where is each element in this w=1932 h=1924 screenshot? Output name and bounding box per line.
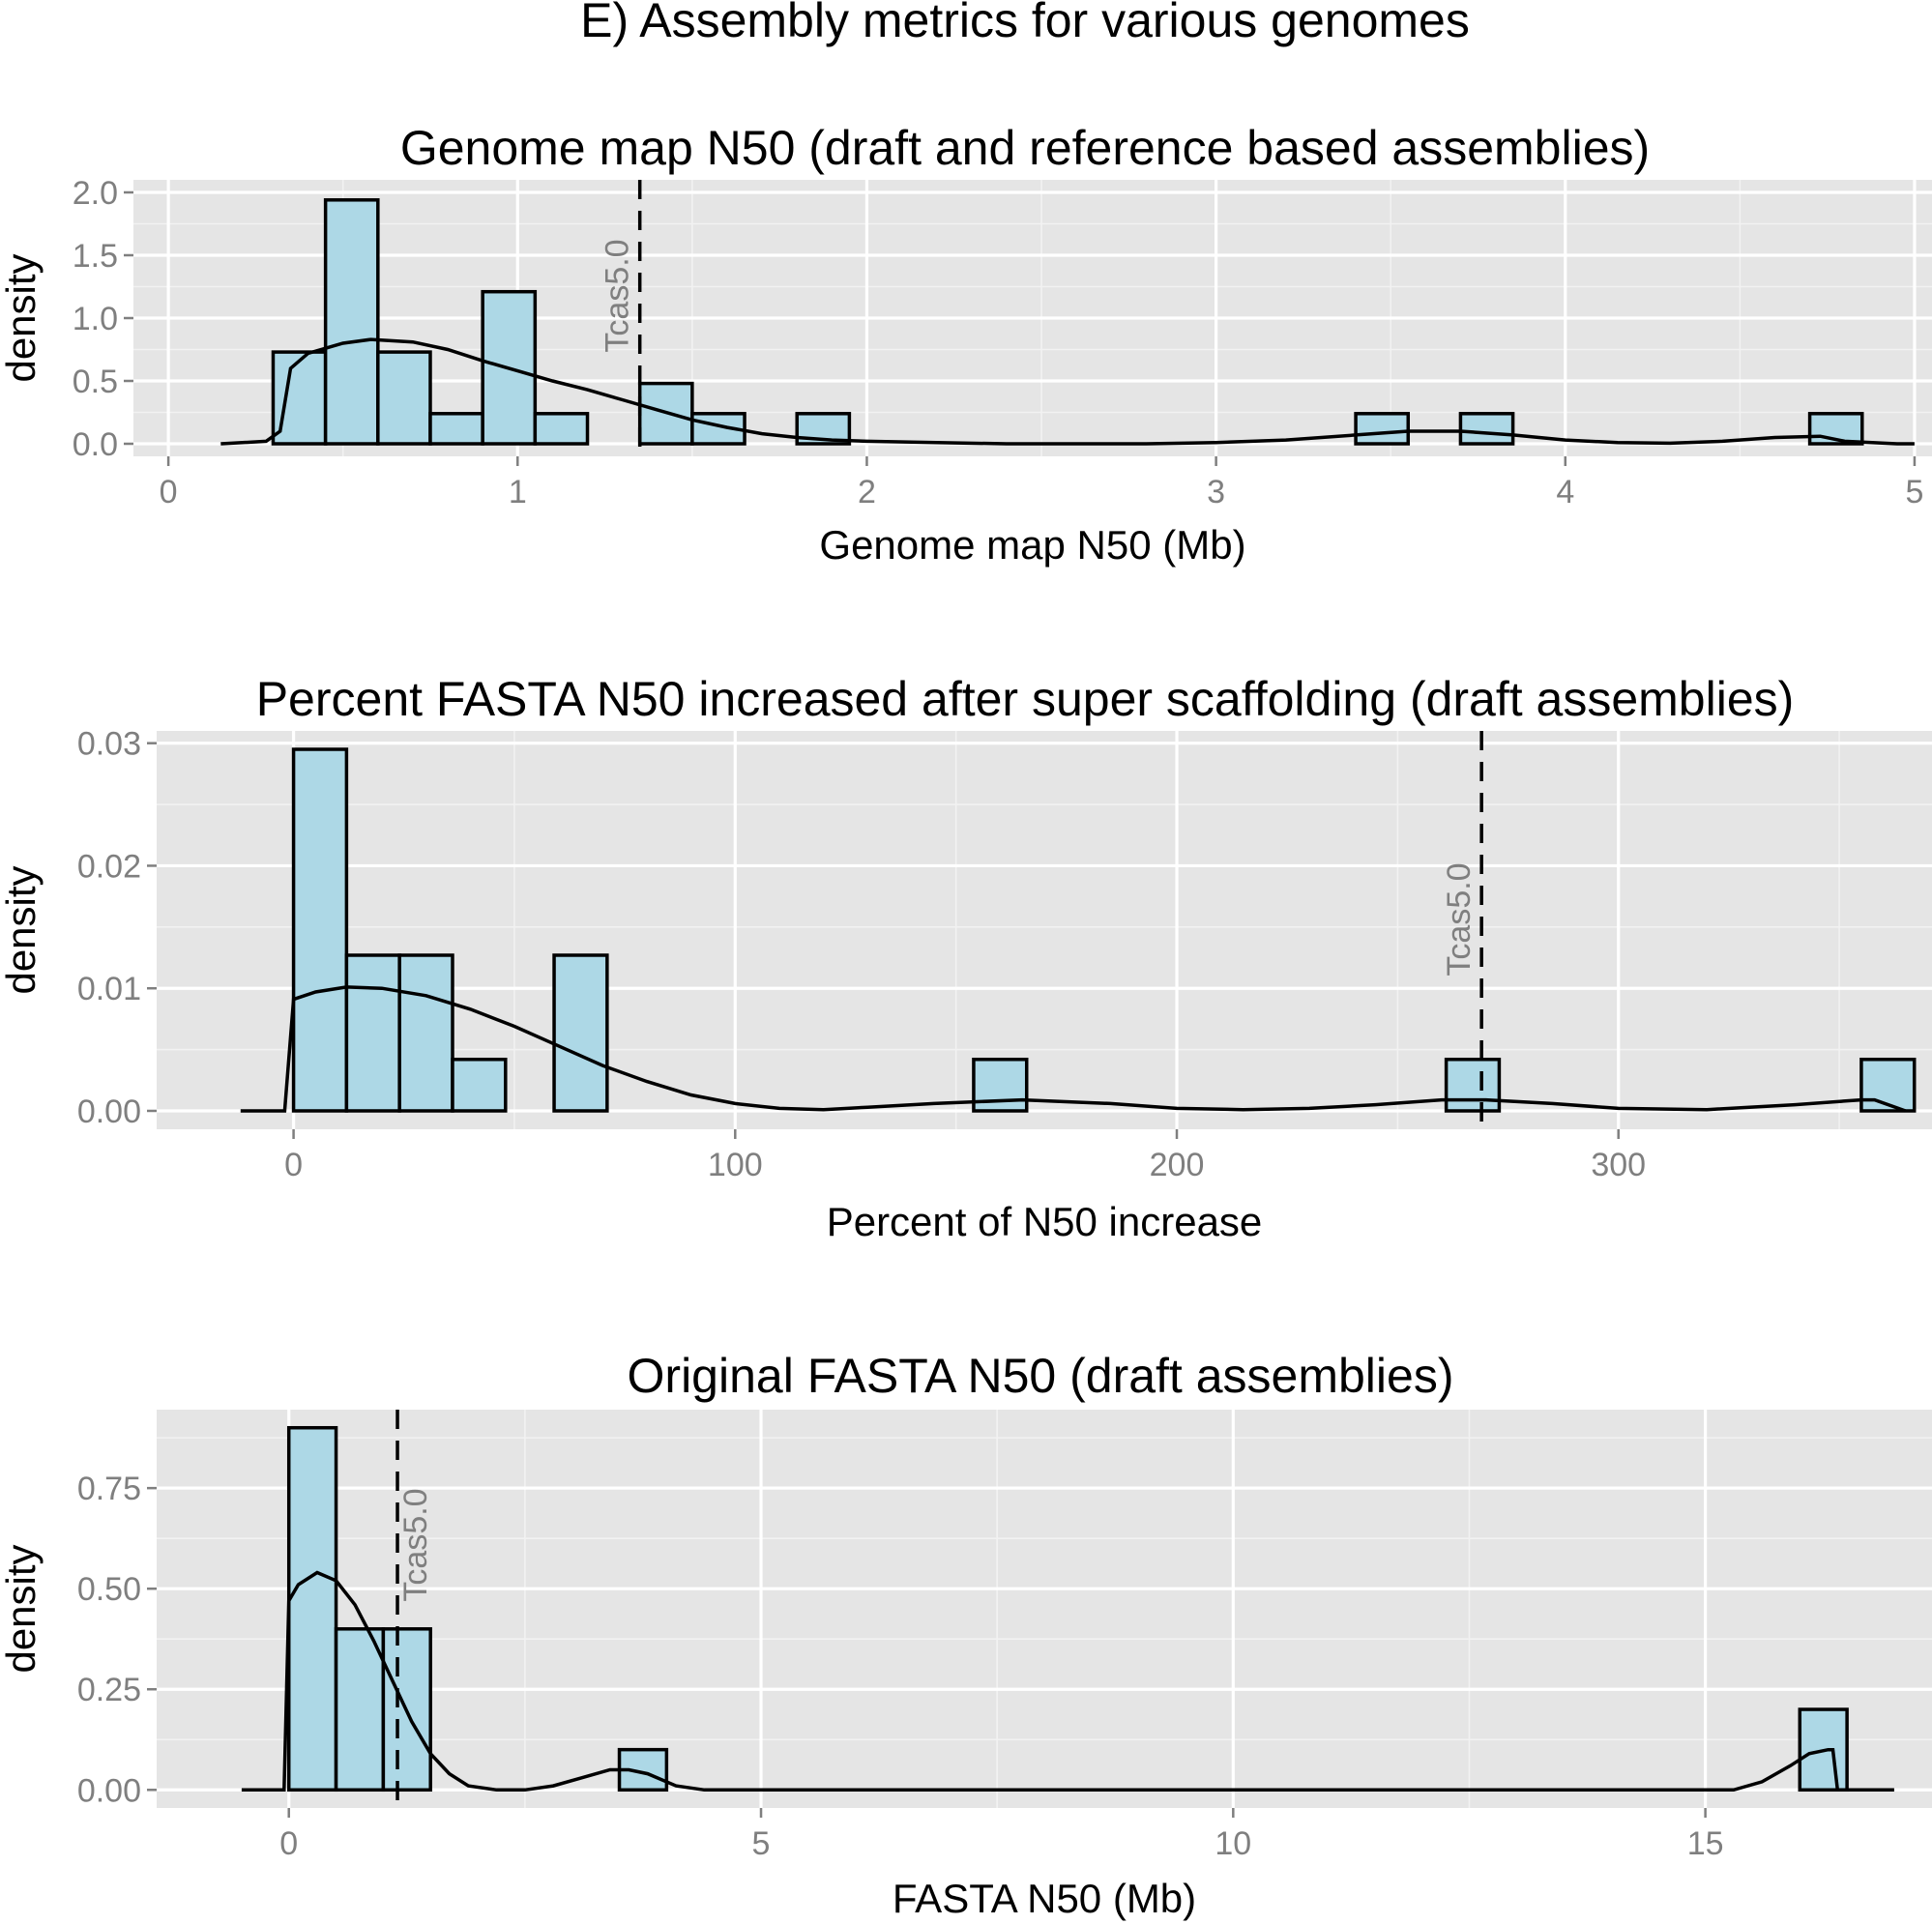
panel-3-bars — [286, 1425, 1849, 1793]
panel-3-y-tick-label: 0.00 — [77, 1772, 141, 1809]
panel-2-density-curve — [240, 985, 1907, 1113]
chart-panel-2: Percent FASTA N50 increased after super … — [0, 672, 1932, 1244]
panel-3-histogram-bar — [286, 1425, 338, 1793]
panel-1-axes: 0 1 2 3 4 5 0.0 0.5 1.0 1.5 2.0 — [73, 175, 1924, 510]
panel-1-histogram-bar — [323, 198, 380, 446]
panel-1-y-tick-label: 1.0 — [73, 301, 118, 337]
panel-2-density — [240, 985, 1907, 1113]
panel-2-histogram-bar — [451, 1057, 508, 1113]
panel-2-axes: 0 100 200 300 0.00 0.01 0.02 0.03 — [77, 726, 1646, 1183]
panel-2-bars — [291, 747, 1917, 1113]
panel-2-histogram-bar — [291, 747, 349, 1113]
panel-2-histogram-bar — [1444, 1057, 1502, 1113]
panel-1-histogram-bar — [533, 412, 590, 446]
panel-3-reference: Tcas5.0 — [395, 1410, 434, 1808]
panel-3-reference-label: Tcas5.0 — [397, 1488, 434, 1601]
panel-3-x-tick-label: 5 — [752, 1825, 771, 1862]
panel-3-histogram-bar — [381, 1627, 432, 1793]
chart-panel-1: Genome map N50 (draft and reference base… — [0, 121, 1932, 568]
panel-3-axes: 0 5 10 15 0.00 0.25 0.50 0.75 — [77, 1471, 1724, 1862]
panel-1-histogram-bar — [1458, 412, 1515, 446]
panel-1-density — [220, 337, 1915, 446]
panel-1-histogram-bar — [690, 412, 746, 446]
panel-2-histogram-bar — [1859, 1057, 1917, 1113]
panel-1-x-tick-label: 4 — [1556, 474, 1574, 510]
panel-3-title: Original FASTA N50 (draft assemblies) — [628, 1349, 1454, 1403]
panel-1-x-tick-label: 1 — [509, 474, 527, 510]
panel-2-y-tick-label: 0.00 — [77, 1093, 141, 1130]
panel-3-plot-area — [157, 1410, 1932, 1808]
panel-3-density — [241, 1570, 1894, 1793]
panel-2-y-tick-label: 0.02 — [77, 848, 141, 885]
panel-3-y-tick-label: 0.75 — [77, 1471, 141, 1507]
panel-2-histogram-bar — [397, 953, 454, 1113]
panel-1-y-tick-label: 2.0 — [73, 175, 118, 212]
panel-2-y-tick-label: 0.03 — [77, 726, 141, 763]
panel-2-reference: Tcas5.0 — [1441, 731, 1483, 1129]
panel-2-x-axis-title: Percent of N50 increase — [827, 1199, 1263, 1244]
panel-1-x-tick-label: 0 — [160, 474, 178, 510]
panel-2-x-tick-label: 200 — [1150, 1147, 1205, 1183]
panel-1-reference-label: Tcas5.0 — [600, 239, 636, 352]
panel-3-y-tick-label: 0.50 — [77, 1571, 141, 1608]
panel-2-y-axis-title: density — [0, 865, 44, 994]
panel-1-y-tick-label: 0.5 — [73, 364, 118, 400]
panel-1-histogram-bar — [376, 350, 432, 446]
figure-title: E) Assembly metrics for various genomes — [580, 0, 1470, 47]
panel-2-x-tick-label: 0 — [284, 1147, 303, 1183]
panel-2-title: Percent FASTA N50 increased after super … — [256, 672, 1795, 726]
panel-2-y-tick-label: 0.01 — [77, 971, 141, 1007]
panel-1-y-axis-title: density — [0, 253, 44, 382]
panel-3-x-axis-title: FASTA N50 (Mb) — [893, 1876, 1196, 1921]
panel-3-y-axis-title: density — [0, 1544, 44, 1673]
panel-3-y-tick-label: 0.25 — [77, 1672, 141, 1708]
panel-2-histogram-bar — [344, 953, 401, 1113]
panel-3-x-tick-label: 10 — [1215, 1825, 1251, 1862]
panel-1-y-tick-label: 1.5 — [73, 238, 118, 275]
panel-1-reference: Tcas5.0 — [600, 180, 642, 456]
panel-2-x-tick-label: 100 — [708, 1147, 763, 1183]
panel-1-histogram-bar — [428, 412, 484, 446]
panel-3-x-tick-label: 0 — [279, 1825, 298, 1862]
panel-1-histogram-bar — [1354, 412, 1411, 446]
panel-3-histogram-bar — [334, 1627, 386, 1793]
panel-3-density-curve — [241, 1570, 1894, 1793]
chart-panel-3: Original FASTA N50 (draft assemblies) Tc… — [0, 1349, 1932, 1921]
panel-3-x-tick-label: 15 — [1687, 1825, 1724, 1862]
panel-1-title: Genome map N50 (draft and reference base… — [400, 121, 1650, 175]
panel-1-x-tick-label: 5 — [1905, 474, 1923, 510]
panel-2-reference-label: Tcas5.0 — [1441, 862, 1478, 976]
panel-2-histogram-bar — [552, 953, 609, 1113]
panel-1-y-tick-label: 0.0 — [73, 426, 118, 463]
panel-1-x-tick-label: 2 — [858, 474, 876, 510]
panel-1-x-tick-label: 3 — [1207, 474, 1225, 510]
panel-1-x-axis-title: Genome map N50 (Mb) — [819, 522, 1245, 568]
panel-1-density-curve — [220, 337, 1915, 446]
panel-2-x-tick-label: 300 — [1591, 1147, 1646, 1183]
